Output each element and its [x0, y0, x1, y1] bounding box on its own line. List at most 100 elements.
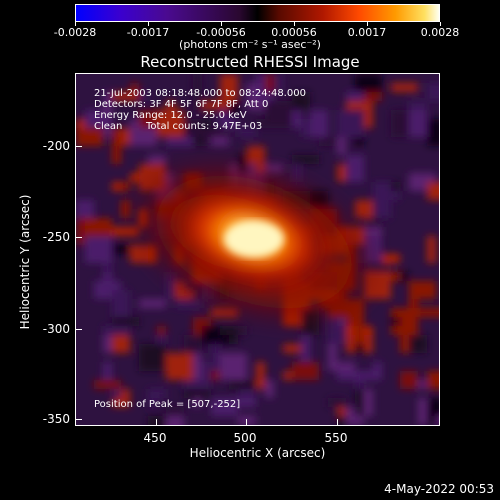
ytick-label: -350 — [42, 412, 70, 426]
map-texture-cell — [328, 344, 337, 371]
map-texture-cell — [211, 137, 229, 146]
map-texture-cell — [184, 389, 211, 398]
map-texture-cell — [301, 335, 310, 362]
colorbar-tick-label: -0.0017 — [126, 26, 170, 39]
image-title: Reconstructed RHESSI Image — [140, 53, 360, 71]
xtick-label: 450 — [143, 431, 167, 445]
energy-range: Energy Range: 12.0 - 25.0 keV — [94, 110, 247, 121]
y-axis-title: Heliocentric Y (arcsec) — [18, 194, 32, 330]
map-texture-cell — [148, 155, 166, 164]
map-texture-cell — [427, 83, 439, 101]
colorbar-tick-label: -0.00056 — [196, 26, 246, 39]
map-texture-cell — [292, 155, 319, 164]
map-texture-cell — [409, 101, 427, 110]
map-texture-cell — [355, 380, 364, 389]
image-plot: 21-Jul-2003 08:18:48.000 to 08:24:48.000… — [75, 73, 440, 426]
xtick-label: 500 — [233, 431, 257, 445]
map-texture-cell — [382, 254, 400, 263]
map-texture-cell — [238, 416, 256, 425]
map-texture-cell — [247, 92, 256, 110]
map-texture-cell — [265, 74, 274, 92]
map-texture-cell — [427, 182, 439, 200]
map-texture-cell — [112, 290, 130, 317]
peak-position: Position of Peak = [507,-252] — [94, 399, 241, 410]
map-texture-cell — [76, 200, 94, 218]
map-texture-cell — [427, 371, 439, 389]
colorbar-tick-label: 0.0028 — [420, 26, 460, 39]
map-texture-cell — [148, 389, 157, 407]
map-texture-cell — [355, 74, 382, 92]
map-texture-cell — [418, 281, 436, 299]
detectors: Detectors: 3F 4F 5F 6F 7F 8F, Att 0 — [94, 99, 269, 110]
map-texture-cell — [157, 335, 166, 344]
map-texture-cell — [121, 128, 130, 146]
map-texture-cell — [139, 299, 166, 308]
map-texture-cell — [319, 137, 346, 146]
algorithm: Clean — [94, 121, 123, 132]
map-texture-cell — [175, 299, 202, 308]
x-axis-title: Heliocentric X (arcsec) — [189, 446, 326, 460]
map-texture-cell — [418, 308, 439, 317]
map-texture-cell — [292, 92, 310, 110]
colorbar-tick-mark — [294, 22, 295, 26]
map-texture-cell — [328, 398, 346, 407]
ytick-mark — [76, 419, 82, 420]
rhessi-map — [76, 74, 439, 425]
time-range: 21-Jul-2003 08:18:48.000 to 08:24:48.000 — [94, 88, 306, 99]
map-texture-cell — [400, 317, 409, 335]
map-texture-cell — [328, 362, 355, 371]
map-texture-cell — [94, 380, 121, 389]
ytick-label: -250 — [42, 230, 70, 244]
map-texture-cell — [337, 416, 346, 425]
map-texture-cell — [355, 371, 382, 380]
map-texture-cell — [355, 344, 364, 353]
map-texture-cell — [274, 74, 283, 92]
map-texture-cell — [103, 326, 130, 335]
map-texture-cell — [202, 101, 229, 110]
map-texture-cell — [103, 326, 112, 353]
map-texture-cell — [256, 119, 283, 128]
map-texture-cell — [337, 128, 346, 155]
map-texture-cell — [409, 299, 418, 317]
colorbar — [75, 4, 440, 22]
map-texture-cell — [184, 335, 202, 353]
colorbar-tick-mark — [367, 22, 368, 26]
map-texture-cell — [112, 245, 130, 254]
map-texture-cell — [427, 236, 436, 263]
map-texture-cell — [391, 83, 418, 92]
map-texture-cell — [238, 326, 247, 335]
map-texture-cell — [112, 128, 121, 137]
map-texture-cell — [337, 371, 355, 380]
map-texture-cell — [220, 353, 247, 380]
map-texture-cell — [112, 227, 139, 236]
colorbar-tick-label: 0.00056 — [271, 26, 317, 39]
map-texture-cell — [166, 416, 184, 425]
map-texture-cell — [76, 137, 85, 146]
map-texture-cell — [229, 92, 238, 119]
map-texture-cell — [85, 218, 112, 236]
ytick-mark — [76, 329, 82, 330]
map-texture-cell — [391, 182, 400, 191]
xtick-mark — [337, 419, 338, 425]
map-texture-cell — [166, 137, 193, 146]
map-texture-cell — [112, 317, 139, 326]
map-texture-cell — [166, 407, 184, 416]
map-texture-cell — [130, 128, 157, 146]
colorbar-tick-mark — [75, 22, 76, 26]
xtick-label: 550 — [324, 431, 348, 445]
map-texture-cell — [148, 416, 166, 425]
map-texture-cell — [166, 101, 175, 128]
map-texture-cell — [427, 398, 439, 416]
map-texture-cell — [310, 110, 328, 137]
map-texture-cell — [346, 92, 364, 101]
map-texture-cell — [76, 218, 85, 236]
ytick-label: -200 — [42, 139, 70, 153]
map-texture-cell — [229, 380, 256, 389]
map-texture-cell — [220, 326, 238, 335]
map-texture-cell — [139, 110, 157, 128]
map-texture-cell — [400, 371, 418, 389]
map-texture-cell — [337, 398, 346, 425]
map-texture-cell — [157, 389, 166, 398]
map-texture-cell — [292, 155, 301, 182]
map-texture-cell — [211, 344, 220, 371]
